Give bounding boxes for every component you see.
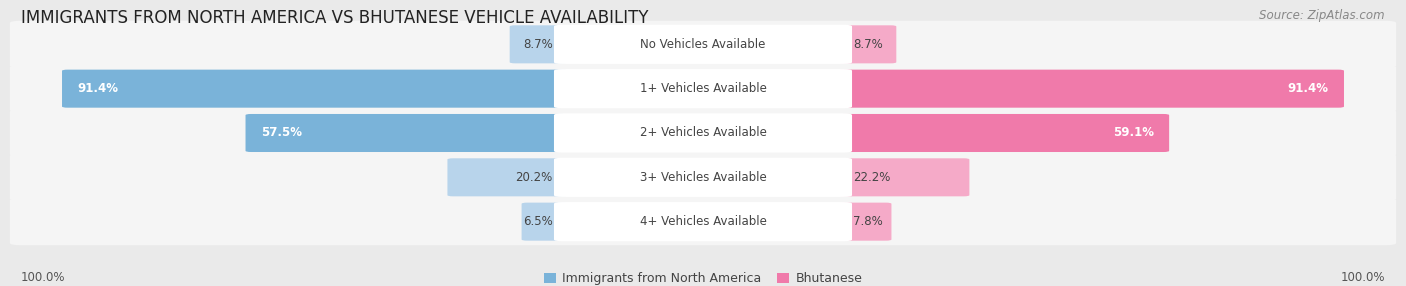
Text: 6.5%: 6.5% <box>523 215 553 228</box>
FancyBboxPatch shape <box>554 114 852 153</box>
Text: 100.0%: 100.0% <box>21 271 66 284</box>
FancyBboxPatch shape <box>510 25 568 63</box>
Text: 1+ Vehicles Available: 1+ Vehicles Available <box>640 82 766 95</box>
Text: 91.4%: 91.4% <box>1288 82 1329 95</box>
FancyBboxPatch shape <box>10 154 1396 201</box>
Text: 7.8%: 7.8% <box>853 215 883 228</box>
FancyBboxPatch shape <box>838 114 1170 152</box>
FancyBboxPatch shape <box>447 158 568 196</box>
FancyBboxPatch shape <box>246 114 568 152</box>
Text: 59.1%: 59.1% <box>1112 126 1154 140</box>
Text: 8.7%: 8.7% <box>523 38 553 51</box>
Text: 8.7%: 8.7% <box>853 38 883 51</box>
FancyBboxPatch shape <box>554 158 852 197</box>
FancyBboxPatch shape <box>554 25 852 64</box>
Text: 20.2%: 20.2% <box>516 171 553 184</box>
FancyBboxPatch shape <box>838 25 896 63</box>
Text: 4+ Vehicles Available: 4+ Vehicles Available <box>640 215 766 228</box>
Text: Source: ZipAtlas.com: Source: ZipAtlas.com <box>1260 9 1385 21</box>
FancyBboxPatch shape <box>10 110 1396 157</box>
FancyBboxPatch shape <box>838 70 1344 108</box>
Legend: Immigrants from North America, Bhutanese: Immigrants from North America, Bhutanese <box>544 273 862 285</box>
Text: 57.5%: 57.5% <box>262 126 302 140</box>
FancyBboxPatch shape <box>10 198 1396 245</box>
Text: 22.2%: 22.2% <box>853 171 891 184</box>
FancyBboxPatch shape <box>10 65 1396 112</box>
FancyBboxPatch shape <box>522 202 568 241</box>
Text: 3+ Vehicles Available: 3+ Vehicles Available <box>640 171 766 184</box>
FancyBboxPatch shape <box>62 70 568 108</box>
Text: IMMIGRANTS FROM NORTH AMERICA VS BHUTANESE VEHICLE AVAILABILITY: IMMIGRANTS FROM NORTH AMERICA VS BHUTANE… <box>21 9 648 27</box>
Text: 91.4%: 91.4% <box>77 82 118 95</box>
FancyBboxPatch shape <box>838 158 969 196</box>
FancyBboxPatch shape <box>554 202 852 241</box>
FancyBboxPatch shape <box>10 21 1396 68</box>
Text: No Vehicles Available: No Vehicles Available <box>640 38 766 51</box>
FancyBboxPatch shape <box>838 202 891 241</box>
Text: 100.0%: 100.0% <box>1340 271 1385 284</box>
Text: 2+ Vehicles Available: 2+ Vehicles Available <box>640 126 766 140</box>
FancyBboxPatch shape <box>554 69 852 108</box>
